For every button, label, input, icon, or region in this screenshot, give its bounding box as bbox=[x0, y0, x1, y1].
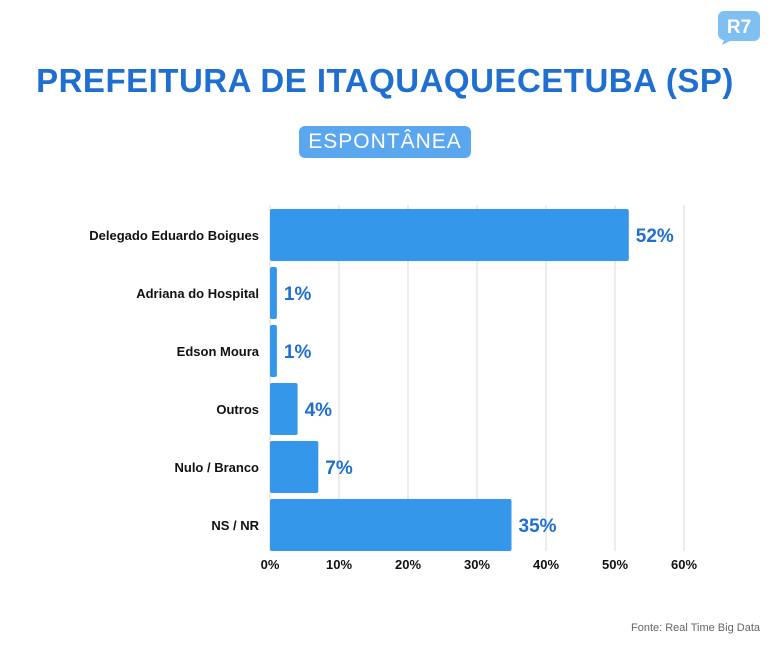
bar bbox=[270, 267, 277, 319]
bar bbox=[270, 383, 298, 435]
category-label: Outros bbox=[216, 402, 259, 417]
category-label: Edson Moura bbox=[177, 344, 260, 359]
bar bbox=[270, 209, 629, 261]
x-tick-label: 60% bbox=[671, 557, 697, 572]
logo-text: R7 bbox=[727, 17, 751, 38]
data-label: 4% bbox=[305, 400, 333, 421]
survey-type-badge: ESPONTÂNEA bbox=[299, 126, 471, 158]
data-label: 52% bbox=[636, 226, 674, 247]
source-note: Fonte: Real Time Big Data bbox=[630, 622, 760, 634]
bar bbox=[270, 499, 512, 551]
r7-logo: R7 bbox=[718, 11, 760, 45]
data-label: 1% bbox=[284, 284, 312, 305]
data-label: 1% bbox=[284, 342, 312, 363]
x-tick-label: 30% bbox=[464, 557, 490, 572]
chart-title: PREFEITURA DE ITAQUAQUECETUBA (SP) bbox=[36, 62, 734, 99]
x-tick-label: 50% bbox=[602, 557, 628, 572]
category-label: Delegado Eduardo Boigues bbox=[89, 228, 259, 243]
data-label: 7% bbox=[325, 458, 353, 479]
x-tick-label: 40% bbox=[533, 557, 559, 572]
bar bbox=[270, 441, 319, 493]
category-label: Adriana do Hospital bbox=[136, 286, 259, 301]
x-tick-label: 20% bbox=[395, 557, 421, 572]
category-label: Nulo / Branco bbox=[174, 460, 259, 475]
data-label: 35% bbox=[519, 516, 557, 537]
bar bbox=[270, 325, 277, 377]
x-tick-label: 0% bbox=[261, 557, 280, 572]
category-label: NS / NR bbox=[211, 518, 259, 533]
x-tick-label: 10% bbox=[326, 557, 352, 572]
